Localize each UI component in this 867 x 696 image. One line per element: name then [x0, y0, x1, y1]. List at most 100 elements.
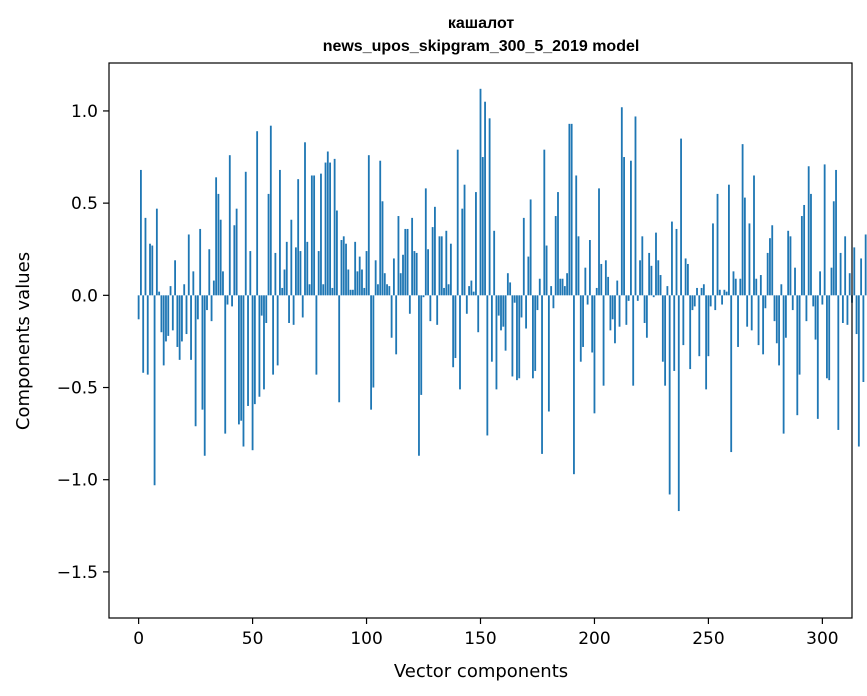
bar	[712, 223, 714, 296]
bar	[741, 144, 744, 296]
bar	[196, 295, 199, 320]
bar	[661, 295, 664, 362]
bar	[832, 201, 835, 296]
bar	[853, 247, 856, 296]
bar	[848, 273, 851, 296]
bar	[513, 295, 516, 303]
bar	[146, 295, 149, 375]
bar	[611, 295, 614, 320]
bar	[552, 295, 555, 309]
bar	[301, 295, 304, 318]
bar	[185, 295, 188, 335]
bar	[566, 273, 569, 296]
bar	[639, 260, 641, 296]
bar	[607, 276, 610, 296]
bar	[228, 155, 231, 296]
bar	[427, 249, 429, 296]
x-tick-label: 100	[350, 629, 382, 649]
bar	[757, 295, 760, 346]
bar	[620, 107, 623, 296]
bar	[306, 241, 309, 296]
bar	[235, 208, 238, 296]
bar	[285, 241, 288, 296]
bar	[771, 225, 774, 296]
bar	[379, 160, 382, 296]
x-tick-label: 250	[692, 629, 724, 649]
bar	[714, 295, 717, 311]
bar	[249, 251, 252, 296]
bar	[709, 295, 712, 307]
bar	[671, 221, 673, 296]
bar	[664, 295, 667, 386]
bar	[149, 243, 151, 296]
bar	[723, 289, 726, 296]
bar	[260, 295, 263, 316]
bar	[140, 169, 142, 296]
bar	[748, 223, 751, 296]
bar	[155, 208, 158, 296]
bar	[557, 192, 559, 296]
bar	[762, 295, 765, 355]
bar	[272, 295, 275, 375]
bar	[732, 271, 735, 296]
bar	[267, 193, 270, 296]
y-tick-label: −1.0	[57, 471, 98, 491]
bar	[773, 295, 776, 322]
bar	[299, 251, 302, 296]
bar	[534, 295, 537, 371]
y-tick-label: 1.0	[71, 102, 98, 122]
bar	[454, 295, 457, 359]
bar	[390, 295, 393, 338]
bar	[538, 278, 541, 296]
bar	[331, 287, 334, 296]
x-axis-label: Vector components	[394, 661, 568, 682]
bar	[488, 118, 491, 296]
bar	[805, 295, 808, 322]
bar	[233, 225, 236, 296]
bar	[365, 251, 368, 296]
bar	[536, 295, 539, 311]
bar	[588, 240, 591, 296]
bar	[263, 295, 265, 390]
bar	[484, 101, 486, 296]
bar	[395, 295, 398, 355]
bar	[201, 295, 204, 410]
bar	[224, 295, 227, 434]
bar	[746, 295, 749, 327]
bar	[493, 230, 496, 296]
bar	[411, 217, 414, 296]
bar	[636, 295, 639, 301]
bar	[215, 177, 218, 296]
chart-title-line2: news_upos_skipgram_300_5_2019 model	[323, 38, 640, 55]
bar	[693, 295, 696, 307]
bar	[807, 166, 810, 296]
bar	[625, 295, 628, 325]
bar	[862, 295, 865, 382]
bar	[434, 206, 436, 296]
bar	[363, 287, 366, 296]
bar	[477, 295, 480, 333]
bar	[655, 232, 657, 296]
x-tick-label: 50	[242, 629, 264, 649]
bar	[231, 295, 233, 307]
bar	[784, 295, 787, 338]
bar	[677, 295, 680, 512]
bar	[210, 295, 213, 322]
bar	[780, 284, 783, 296]
bar	[755, 278, 758, 296]
bar	[244, 171, 247, 296]
bar	[550, 286, 553, 296]
bar	[226, 295, 229, 305]
bar	[728, 184, 730, 296]
bar	[256, 131, 259, 296]
bar	[700, 287, 703, 296]
bar	[673, 295, 676, 371]
bar	[222, 271, 224, 296]
bar	[349, 289, 352, 296]
bar	[247, 295, 249, 406]
bar	[456, 149, 459, 296]
x-tick-label: 0	[133, 629, 144, 649]
bar	[518, 295, 521, 379]
